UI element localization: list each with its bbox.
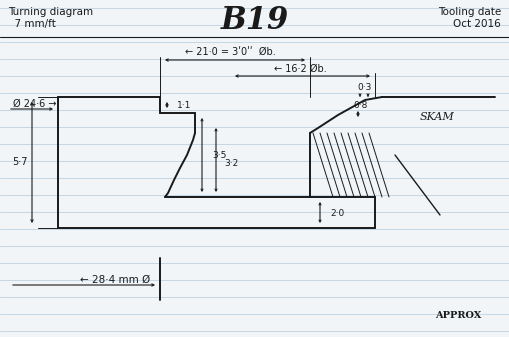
Text: Turning diagram: Turning diagram — [8, 7, 93, 17]
Text: ← 16·2 Øb.: ← 16·2 Øb. — [274, 64, 326, 74]
Text: 2·0: 2·0 — [330, 209, 344, 217]
Text: 0·8: 0·8 — [353, 101, 367, 111]
Text: SKAM: SKAM — [420, 112, 455, 122]
Text: 0·3: 0·3 — [358, 84, 372, 92]
Text: 1·1: 1·1 — [177, 101, 191, 111]
Text: ← 28·4 mm Ø: ← 28·4 mm Ø — [80, 275, 150, 285]
Text: B19: B19 — [221, 5, 289, 36]
Text: ← 21·0 = 3ʹ0ʹʹ  Øb.: ← 21·0 = 3ʹ0ʹʹ Øb. — [185, 48, 275, 58]
Text: Oct 2016: Oct 2016 — [453, 19, 501, 29]
Text: 7 mm/ft: 7 mm/ft — [8, 19, 56, 29]
Text: 5·7: 5·7 — [12, 157, 28, 167]
Text: Tooling date: Tooling date — [438, 7, 501, 17]
Text: Ø 24·6 →: Ø 24·6 → — [13, 99, 56, 109]
Text: 3·2: 3·2 — [224, 158, 238, 167]
Text: 3·5: 3·5 — [212, 151, 227, 159]
Text: APPROX: APPROX — [435, 310, 482, 319]
